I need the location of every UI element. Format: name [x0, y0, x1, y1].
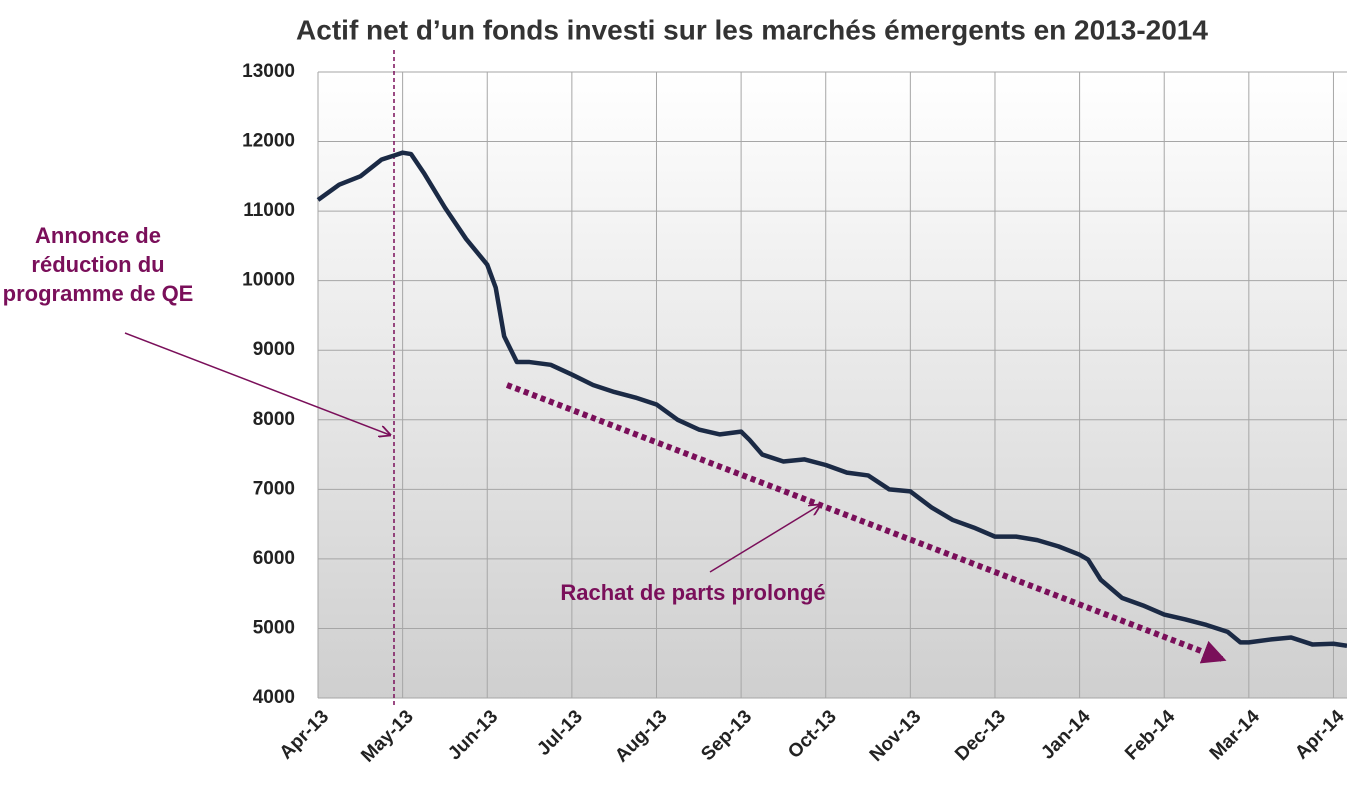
x-tick-label: Sep-13 — [697, 706, 756, 765]
annotation-arrow — [709, 505, 820, 573]
x-tick-label: Feb-14 — [1121, 706, 1179, 764]
annotation-line: programme de QE — [3, 281, 194, 306]
y-tick-label: 5000 — [253, 617, 295, 638]
x-tick-label: Nov-13 — [866, 706, 926, 766]
y-tick-label: 9000 — [253, 339, 295, 360]
annotation-line: réduction du — [31, 252, 164, 277]
y-tick-label: 10000 — [242, 270, 295, 291]
x-tick-label: Apr-13 — [276, 706, 333, 763]
plot-area — [318, 72, 1347, 698]
annotation-line: Annonce de — [35, 223, 161, 248]
x-tick-label: Aug-13 — [611, 706, 671, 766]
y-tick-label: 8000 — [253, 409, 295, 430]
x-tick-label: May-13 — [357, 706, 417, 766]
annotation: Rachat de parts prolongé — [560, 580, 825, 605]
x-tick-label: Dec-13 — [951, 706, 1010, 765]
x-tick-label: Oct-13 — [784, 706, 841, 763]
x-tick-label: Jun-13 — [444, 706, 502, 764]
x-tick-label: Mar-14 — [1206, 706, 1264, 764]
y-tick-label: 12000 — [242, 131, 295, 152]
y-tick-label: 13000 — [242, 61, 295, 82]
y-tick-label: 4000 — [253, 687, 295, 708]
x-tick-label: Apr-14 — [1291, 706, 1347, 764]
annotation-arrow — [124, 332, 390, 435]
annotation: Annonce de réduction du programme de QE — [3, 223, 194, 306]
y-tick-label: 7000 — [253, 478, 295, 499]
x-tick-label: Jan-14 — [1037, 706, 1095, 764]
data-line — [316, 150, 1347, 649]
chart-title: Actif net d’un fonds investi sur les mar… — [296, 14, 1208, 45]
y-tick-label: 11000 — [243, 200, 295, 221]
trend-arrow — [505, 382, 1227, 664]
x-tick-label: Jul-13 — [533, 706, 587, 760]
y-tick-label: 6000 — [253, 548, 295, 569]
